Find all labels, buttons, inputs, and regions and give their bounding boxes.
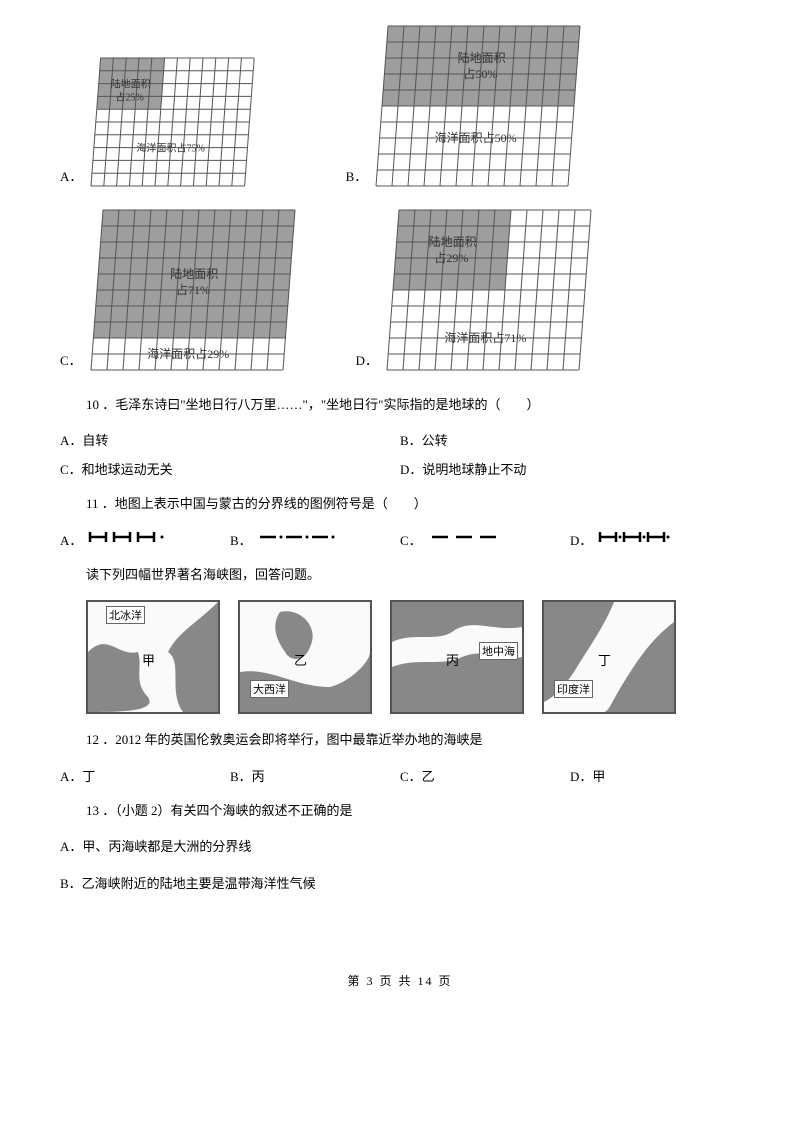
q11-opt-c: C． [400,530,570,549]
q11-opt-c-letter: C． [400,530,422,549]
q10-opt-b: B．公转 [400,430,740,449]
map-label: 印度洋 [554,680,593,698]
q9-row-2: C． 陆地面积占71%海洋面积占29% D． 陆地面积占29%海洋面积占71% [60,209,740,371]
svg-text:海洋面积占75%: 海洋面积占75% [137,142,205,155]
q13-text: 13 ．（小题 2）有关四个海峡的叙述不正确的是 [60,799,740,822]
page-footer: 第 3 页 共 14 页 [60,972,740,989]
q9-opt-d-letter: D． [356,350,378,369]
svg-text:海洋面积占71%: 海洋面积占71% [444,330,526,345]
q13-opt-b: B．乙海峡附近的陆地主要是温带海洋性气候 [60,873,740,892]
q9-opt-c: C． 陆地面积占71% 海洋面积占29% [60,209,296,371]
map-label: 丁 [596,650,613,669]
svg-text:占29%: 占29% [434,250,468,265]
q12-opt-c: C．乙 [400,766,570,785]
q11-opt-b-letter: B． [230,530,252,549]
map-4: 印度洋丁 [542,600,676,714]
map-label: 地中海 [479,642,518,660]
q11-opt-c-legend-icon [426,530,506,548]
q9-opt-a: A． 陆地面积占25% 海洋面积占75% [60,57,256,187]
map-label: 乙 [292,650,309,669]
q9-opt-c-letter: C． [60,350,82,369]
map-3: 地中海丙 [390,600,524,714]
q10-opts-2: C．和地球运动无关 D．说明地球静止不动 [60,459,740,478]
q10-opts-1: A．自转 B．公转 [60,430,740,449]
q11-opt-a-legend-icon [86,530,166,548]
q9-row-1: A． 陆地面积占25%海洋面积占75% B． 陆地面积占50%海洋面积占50% [60,25,740,187]
q12-opt-d: D．甲 [570,766,740,785]
q11-opt-d-legend-icon [596,530,676,548]
q9-opt-a-letter: A． [60,166,82,185]
map-label: 北冰洋 [106,606,145,624]
q9-opt-b-letter: B． [346,166,368,185]
map-label: 丙 [444,650,461,669]
svg-text:占50%: 占50% [464,66,498,81]
q12-text: 12 ．2012 年的英国伦敦奥运会即将举行，图中最靠近举办地的海峡是 [60,728,740,751]
svg-text:海洋面积占29%: 海洋面积占29% [147,346,229,361]
map-2: 大西洋乙 [238,600,372,714]
page: A． 陆地面积占25%海洋面积占75% B． 陆地面积占50%海洋面积占50% … [0,0,800,1009]
svg-text:陆地面积: 陆地面积 [458,50,506,65]
q9-opt-d-grid: 陆地面积占29% 海洋面积占71% [386,209,592,371]
q11-opt-b: B． [230,530,400,549]
q11-opt-d-letter: D． [570,530,592,549]
q11-opt-a: A． [60,530,230,549]
map-1: 北冰洋甲 [86,600,220,714]
q12-opts: A．丁 B．丙 C．乙 D．甲 [60,766,740,785]
q11-text: 11 ．地图上表示中国与蒙古的分界线的图例符号是（ ） [60,492,740,515]
q12-intro: 读下列四幅世界著名海峡图，回答问题。 [60,563,740,586]
svg-text:陆地面积: 陆地面积 [111,78,151,91]
q13-opt-a: A．甲、丙海峡都是大洲的分界线 [60,836,740,855]
q9-opt-b: B． 陆地面积占50% 海洋面积占50% [346,25,582,187]
q10-text: 10 ．毛泽东诗曰"坐地日行八万里……"，"坐地日行"实际指的是地球的（ ） [60,393,740,416]
svg-text:占71%: 占71% [176,282,210,297]
map-label: 甲 [140,650,157,669]
q9-opt-d: D． 陆地面积占29% 海洋面积占71% [356,209,592,371]
svg-text:陆地面积: 陆地面积 [429,234,477,249]
map-label: 大西洋 [250,680,289,698]
q11-opt-a-letter: A． [60,530,82,549]
maps-row: 北冰洋甲大西洋乙地中海丙印度洋丁 [86,600,740,714]
q9-opt-a-grid: 陆地面积占25% 海洋面积占75% [90,57,255,187]
q10-opt-d: D．说明地球静止不动 [400,459,740,478]
svg-text:占25%: 占25% [116,90,144,103]
svg-text:陆地面积: 陆地面积 [170,266,218,281]
q10-opt-c: C．和地球运动无关 [60,459,400,478]
q12-opt-b: B．丙 [230,766,400,785]
svg-text:海洋面积占50%: 海洋面积占50% [435,130,517,145]
q11-opt-b-legend-icon [256,530,336,548]
q9-opt-c-grid: 陆地面积占71% 海洋面积占29% [90,209,296,371]
q11-opt-d: D． [570,530,740,549]
q10-opt-a: A．自转 [60,430,400,449]
q11-opts: A． B． C． D． [60,530,740,549]
q12-opt-a: A．丁 [60,766,230,785]
q9-opt-b-grid: 陆地面积占50% 海洋面积占50% [375,25,581,187]
